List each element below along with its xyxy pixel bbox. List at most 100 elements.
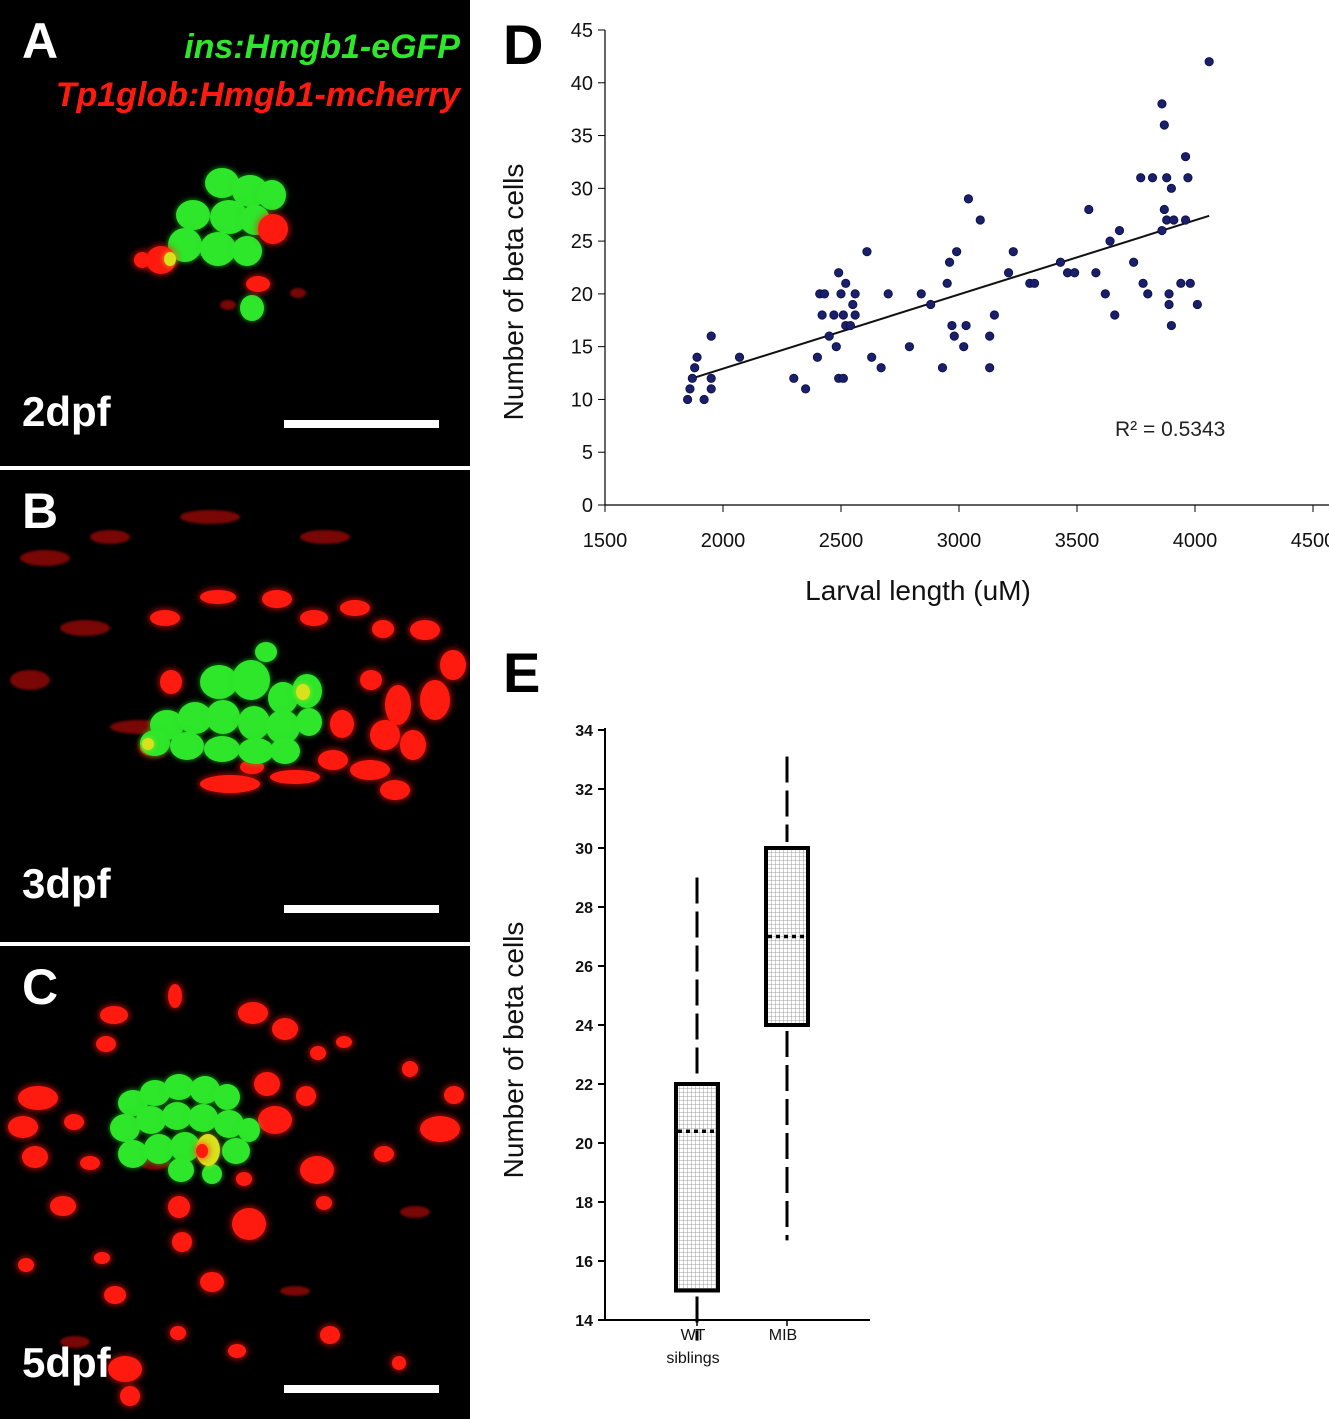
y-tick-label: 5	[582, 442, 593, 464]
scatter-point	[904, 342, 915, 352]
scatter-point	[836, 289, 846, 299]
scatter-point	[985, 363, 995, 373]
scatter-point	[690, 363, 700, 373]
scatter-point	[1129, 257, 1139, 267]
x-tick-label: 2000	[701, 530, 746, 552]
micrograph-3dpf: B 3dpf	[0, 470, 470, 942]
trendline-segment	[692, 214, 1210, 380]
scatter-point	[734, 352, 745, 362]
scatter-point	[975, 215, 985, 225]
scatter-point	[1003, 268, 1014, 278]
scatter-point	[850, 310, 860, 320]
scatter-point	[947, 320, 957, 331]
scatter-point	[1110, 310, 1120, 320]
panel-letter-a: A	[22, 13, 59, 69]
scatter-point	[952, 247, 962, 257]
box	[674, 1082, 720, 1293]
scatter-point	[831, 342, 841, 352]
legend-green-label: ins:Hmgb1-eGFP	[184, 28, 460, 66]
scatter-point	[683, 394, 693, 405]
scatter-point	[829, 310, 839, 320]
scatter-point	[1183, 173, 1193, 183]
y-tick-label: 24	[575, 1018, 593, 1035]
panel-letter-d: D	[503, 13, 543, 76]
scatter-point	[812, 352, 822, 362]
scatter-point	[1138, 278, 1148, 288]
scatter-point	[848, 299, 858, 310]
scatter-point	[685, 384, 695, 394]
scatter-point	[944, 257, 955, 267]
scatter-point	[963, 194, 974, 204]
scatter-point	[841, 278, 851, 288]
y-tick-label: 22	[575, 1077, 593, 1094]
y-tick-label: 26	[575, 959, 593, 976]
scatter-point	[1180, 215, 1191, 225]
scale-bar	[284, 905, 439, 913]
x-tick-label: 1500	[583, 530, 628, 552]
trendline	[692, 214, 1210, 380]
micrograph-2dpf: A ins:Hmgb1-eGFP Tp1glob:Hmgb1-mcherry 2…	[0, 0, 470, 466]
scatter-point	[1176, 278, 1186, 288]
scatter-point	[949, 331, 959, 341]
x-tick-label: 4500	[1291, 530, 1329, 552]
panel-letter-c: C	[22, 959, 59, 1015]
y-axis-label: Number of beta cells	[498, 922, 529, 1179]
scatter-point	[1204, 57, 1214, 67]
scatter-point	[838, 310, 848, 320]
scatter-point	[800, 384, 811, 394]
scatter-point	[1166, 183, 1177, 193]
scatter-point	[1159, 120, 1169, 130]
scatter-point	[1105, 236, 1115, 246]
stage-label-5dpf: 5dpf	[22, 1339, 111, 1386]
x-tick-label: 3000	[937, 530, 982, 552]
scatter-point	[1159, 204, 1169, 215]
y-tick-label: 14	[575, 1313, 593, 1330]
scatter-point	[1157, 99, 1167, 109]
scatter-point	[876, 363, 886, 373]
scatter-point	[789, 373, 799, 383]
scatter-chart-beta-cells-vs-length: D 0 5 10 15 20 25 30 35 40 45 1500 2000 2500 3000 3500…	[498, 13, 1329, 606]
scatter-point	[942, 278, 952, 288]
scatter-point	[937, 363, 948, 373]
x-tick-label: MIB	[769, 1327, 797, 1344]
scatter-point	[1143, 289, 1153, 299]
scatter-point	[706, 331, 716, 341]
y-tick-label: 15	[571, 337, 593, 359]
y-tick-label: 16	[575, 1254, 593, 1271]
y-tick-label: 10	[571, 389, 593, 411]
scatter-point	[985, 331, 995, 341]
box-plot-beta-cells: E 14 16 18 20 22 24 26 28 30 32 34 WT siblings MIB N…	[498, 641, 870, 1367]
r-squared-annotation: R² = 0.5343	[1115, 418, 1225, 441]
scatter-point	[883, 289, 893, 299]
scatter-point	[1114, 225, 1125, 236]
y-tick-label: 28	[575, 900, 593, 917]
scatter-point	[838, 373, 848, 383]
scale-bar	[284, 1385, 439, 1393]
y-tick-label: 35	[571, 126, 593, 148]
x-axis-label: Larval length (uM)	[805, 575, 1031, 606]
scatter-point	[1157, 225, 1167, 236]
y-tick-label: 30	[571, 178, 593, 200]
y-tick-label: 20	[571, 284, 593, 306]
scatter-point	[817, 310, 827, 320]
micrograph-5dpf: C 5dpf	[0, 946, 470, 1419]
scatter-point	[1147, 173, 1158, 183]
y-tick-label: 30	[575, 841, 593, 858]
scatter-point	[989, 310, 1000, 320]
scatter-point	[687, 373, 697, 383]
x-tick-label: 2500	[819, 530, 864, 552]
y-tick-label: 45	[571, 20, 593, 42]
scatter-point	[1162, 173, 1172, 183]
scatter-point	[850, 289, 860, 299]
scatter-point	[1192, 299, 1202, 310]
stage-label-2dpf: 2dpf	[22, 388, 111, 435]
legend-red-label: Tp1glob:Hmgb1-mcherry	[55, 76, 460, 114]
scatter-point	[959, 342, 969, 352]
scatter-point	[1166, 320, 1177, 331]
x-tick-label: 3500	[1055, 530, 1100, 552]
boxes: WT siblings MIB	[666, 756, 810, 1367]
scatter-point	[1100, 289, 1110, 299]
scatter-point	[1084, 204, 1094, 215]
data-points	[683, 57, 1214, 405]
scatter-point	[961, 320, 971, 331]
